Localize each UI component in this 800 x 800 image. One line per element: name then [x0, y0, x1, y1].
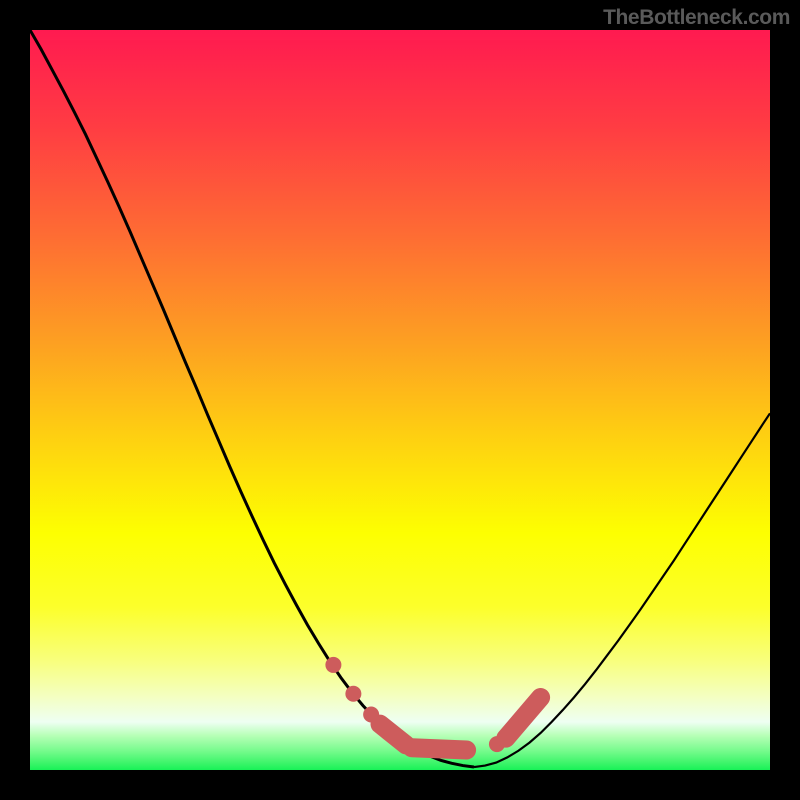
marker-point [325, 657, 341, 673]
marker-capsule [412, 748, 467, 750]
marker-group [325, 657, 540, 752]
marker-capsule [506, 697, 541, 738]
bottleneck-curve-left [30, 30, 474, 767]
marker-point [345, 686, 361, 702]
plot-svg [30, 30, 770, 770]
chart-root: TheBottleneck.com [0, 0, 800, 800]
watermark-text: TheBottleneck.com [603, 6, 790, 30]
marker-capsule [380, 724, 406, 745]
plot-frame [30, 30, 770, 770]
